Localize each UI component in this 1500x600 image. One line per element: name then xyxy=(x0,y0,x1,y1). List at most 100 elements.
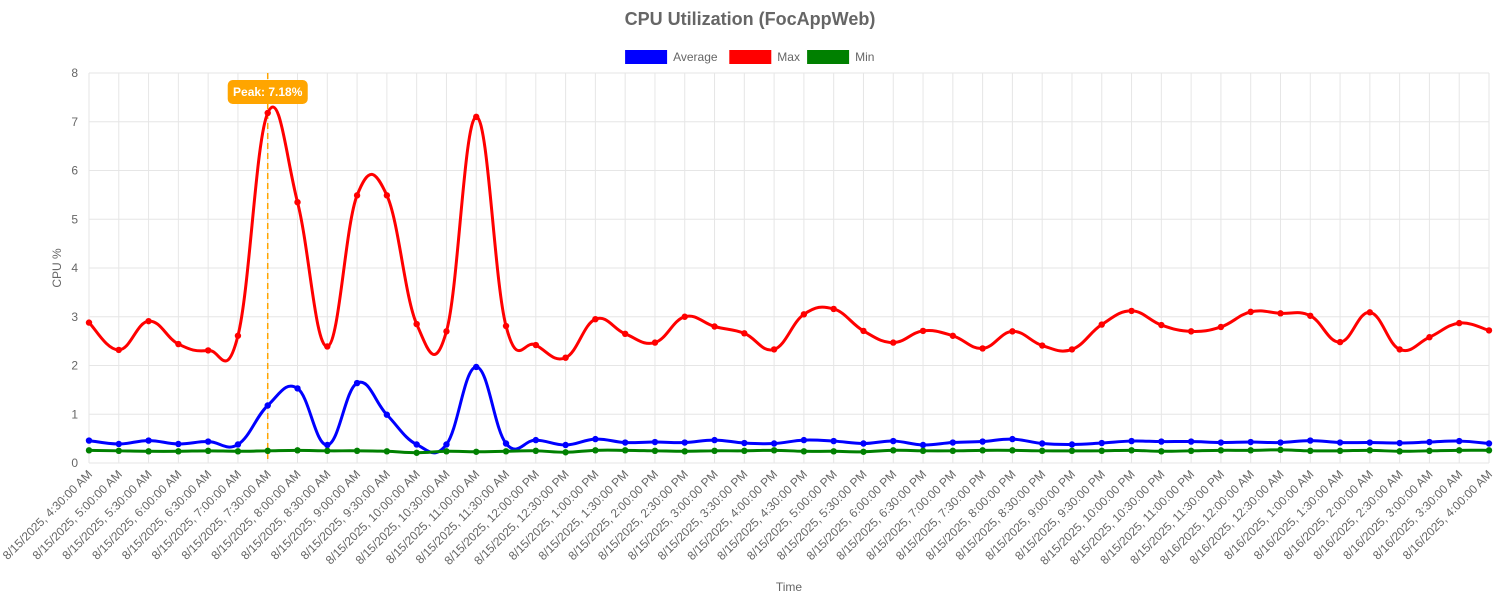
data-point-min[interactable] xyxy=(1128,447,1135,454)
data-point-min[interactable] xyxy=(1396,448,1403,455)
data-point-max[interactable] xyxy=(294,198,301,206)
data-point-min[interactable] xyxy=(1187,447,1195,455)
data-point-average[interactable] xyxy=(324,441,331,449)
data-point-max[interactable] xyxy=(711,323,718,330)
data-point-average[interactable] xyxy=(681,439,688,446)
data-point-average[interactable] xyxy=(711,436,718,444)
data-point-average[interactable] xyxy=(741,439,748,447)
data-point-min[interactable] xyxy=(890,447,897,454)
data-point-max[interactable] xyxy=(919,327,927,335)
legend-label-average[interactable]: Average xyxy=(673,50,718,64)
data-point-average[interactable] xyxy=(592,435,599,443)
data-point-min[interactable] xyxy=(443,448,450,455)
legend-swatch-max[interactable] xyxy=(729,50,772,64)
data-point-max[interactable] xyxy=(353,192,361,199)
data-point-max[interactable] xyxy=(800,311,808,318)
data-point-max[interactable] xyxy=(264,109,271,117)
data-point-average[interactable] xyxy=(1009,435,1016,443)
data-point-average[interactable] xyxy=(204,438,212,445)
data-point-min[interactable] xyxy=(1158,448,1165,455)
data-point-min[interactable] xyxy=(1217,447,1225,454)
data-point-max[interactable] xyxy=(830,305,837,313)
data-point-average[interactable] xyxy=(443,441,450,448)
data-point-average[interactable] xyxy=(830,437,837,445)
data-point-max[interactable] xyxy=(1128,307,1135,315)
data-point-average[interactable] xyxy=(1336,439,1344,446)
data-point-max[interactable] xyxy=(1247,308,1254,316)
data-point-max[interactable] xyxy=(621,330,629,338)
data-point-max[interactable] xyxy=(443,328,450,335)
data-point-average[interactable] xyxy=(1485,440,1493,447)
data-point-average[interactable] xyxy=(890,437,897,445)
data-point-min[interactable] xyxy=(1068,447,1076,455)
data-point-min[interactable] xyxy=(413,449,420,456)
data-point-min[interactable] xyxy=(1247,447,1254,454)
data-point-average[interactable] xyxy=(413,441,420,448)
data-point-max[interactable] xyxy=(1187,328,1195,335)
data-point-average[interactable] xyxy=(294,385,301,392)
data-point-average[interactable] xyxy=(1128,437,1135,445)
data-point-max[interactable] xyxy=(1038,342,1046,349)
data-point-max[interactable] xyxy=(1277,310,1284,317)
data-point-min[interactable] xyxy=(711,447,718,455)
data-point-min[interactable] xyxy=(353,447,361,455)
data-point-max[interactable] xyxy=(1396,346,1403,353)
legend-swatch-min[interactable] xyxy=(807,50,850,64)
legend-label-max[interactable]: Max xyxy=(777,50,800,64)
data-point-max[interactable] xyxy=(1366,309,1374,316)
data-point-min[interactable] xyxy=(562,449,569,456)
data-point-average[interactable] xyxy=(562,441,569,449)
data-point-min[interactable] xyxy=(681,448,688,455)
data-point-max[interactable] xyxy=(324,343,331,350)
data-point-average[interactable] xyxy=(651,438,659,446)
data-point-max[interactable] xyxy=(204,347,212,354)
data-point-max[interactable] xyxy=(1336,338,1344,346)
data-point-max[interactable] xyxy=(1456,319,1463,327)
data-point-average[interactable] xyxy=(800,436,808,444)
data-point-average[interactable] xyxy=(1307,437,1314,444)
data-point-average[interactable] xyxy=(1247,438,1254,446)
data-point-min[interactable] xyxy=(324,447,331,455)
data-point-min[interactable] xyxy=(919,447,927,455)
data-point-min[interactable] xyxy=(1009,447,1016,454)
data-point-min[interactable] xyxy=(383,448,391,455)
data-point-min[interactable] xyxy=(621,447,629,454)
data-point-min[interactable] xyxy=(145,448,152,455)
data-point-min[interactable] xyxy=(1277,446,1284,454)
data-point-min[interactable] xyxy=(264,447,271,455)
data-point-average[interactable] xyxy=(1098,439,1105,447)
data-point-average[interactable] xyxy=(175,440,182,448)
data-point-min[interactable] xyxy=(979,447,986,454)
data-point-min[interactable] xyxy=(175,448,182,455)
data-point-average[interactable] xyxy=(85,437,93,444)
data-point-min[interactable] xyxy=(741,447,748,455)
data-point-min[interactable] xyxy=(204,447,212,455)
legend-swatch-average[interactable] xyxy=(625,50,668,64)
data-point-max[interactable] xyxy=(145,317,152,325)
data-point-average[interactable] xyxy=(1158,438,1165,445)
data-point-min[interactable] xyxy=(592,447,599,454)
data-point-average[interactable] xyxy=(353,379,361,387)
data-point-average[interactable] xyxy=(949,439,957,446)
data-point-average[interactable] xyxy=(919,441,927,449)
data-point-average[interactable] xyxy=(860,440,867,447)
data-point-max[interactable] xyxy=(562,354,569,361)
data-point-min[interactable] xyxy=(770,447,778,454)
data-point-min[interactable] xyxy=(1366,447,1374,454)
data-point-min[interactable] xyxy=(502,448,510,455)
data-point-min[interactable] xyxy=(830,448,837,455)
data-point-max[interactable] xyxy=(1098,321,1105,328)
data-point-average[interactable] xyxy=(264,402,271,409)
data-point-max[interactable] xyxy=(1068,346,1076,353)
data-point-max[interactable] xyxy=(741,330,748,337)
data-point-average[interactable] xyxy=(1456,437,1463,445)
data-point-average[interactable] xyxy=(1038,440,1046,447)
data-point-max[interactable] xyxy=(473,113,480,121)
data-point-max[interactable] xyxy=(234,332,242,339)
data-point-max[interactable] xyxy=(770,346,778,353)
data-point-min[interactable] xyxy=(1098,447,1105,455)
data-point-min[interactable] xyxy=(1426,447,1433,455)
data-point-max[interactable] xyxy=(1009,328,1016,335)
data-point-average[interactable] xyxy=(1366,439,1374,446)
data-point-max[interactable] xyxy=(532,341,540,349)
